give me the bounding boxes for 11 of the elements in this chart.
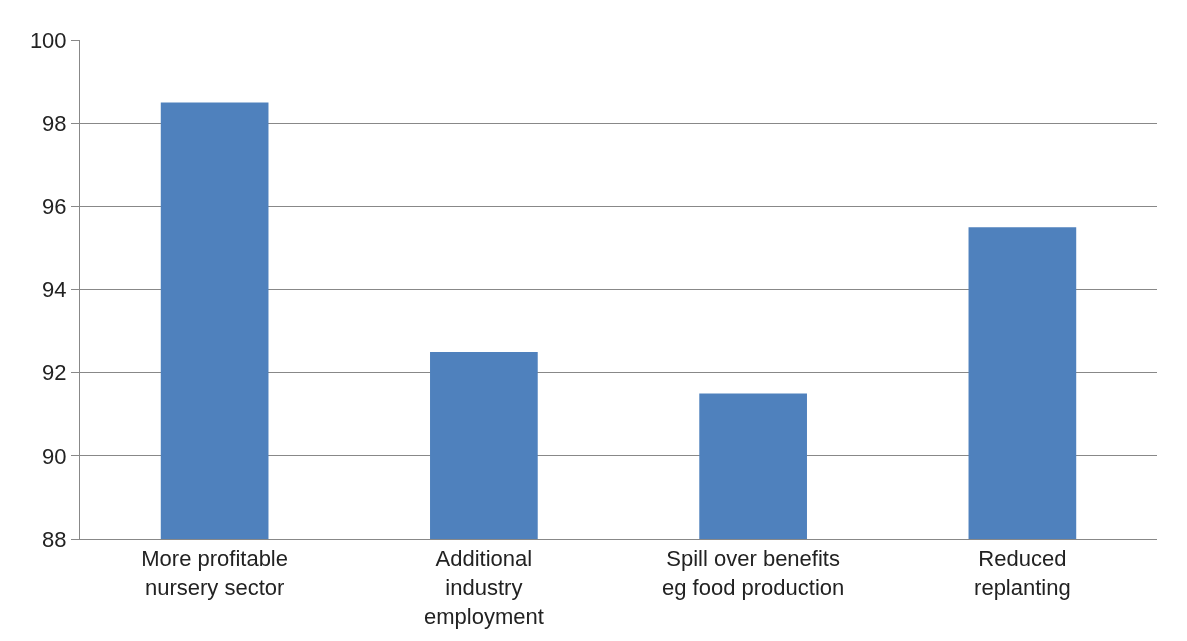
y-tick-label: 96 xyxy=(42,194,67,220)
y-tick-label: 94 xyxy=(42,277,67,303)
x-tick-label: Additional industry employment xyxy=(423,546,544,629)
y-tick-label: 100 xyxy=(29,27,67,53)
x-tick-label: More profitable nursery sector xyxy=(141,546,289,600)
y-tick-label: 90 xyxy=(42,443,67,469)
x-tick-label: Reduced replanting xyxy=(974,546,1071,600)
y-tick-label: 92 xyxy=(42,360,67,386)
x-tick-label: Spill over benefits eg food production xyxy=(662,546,845,600)
y-tick-label: 98 xyxy=(42,110,67,136)
y-tick-label: 88 xyxy=(42,526,67,552)
